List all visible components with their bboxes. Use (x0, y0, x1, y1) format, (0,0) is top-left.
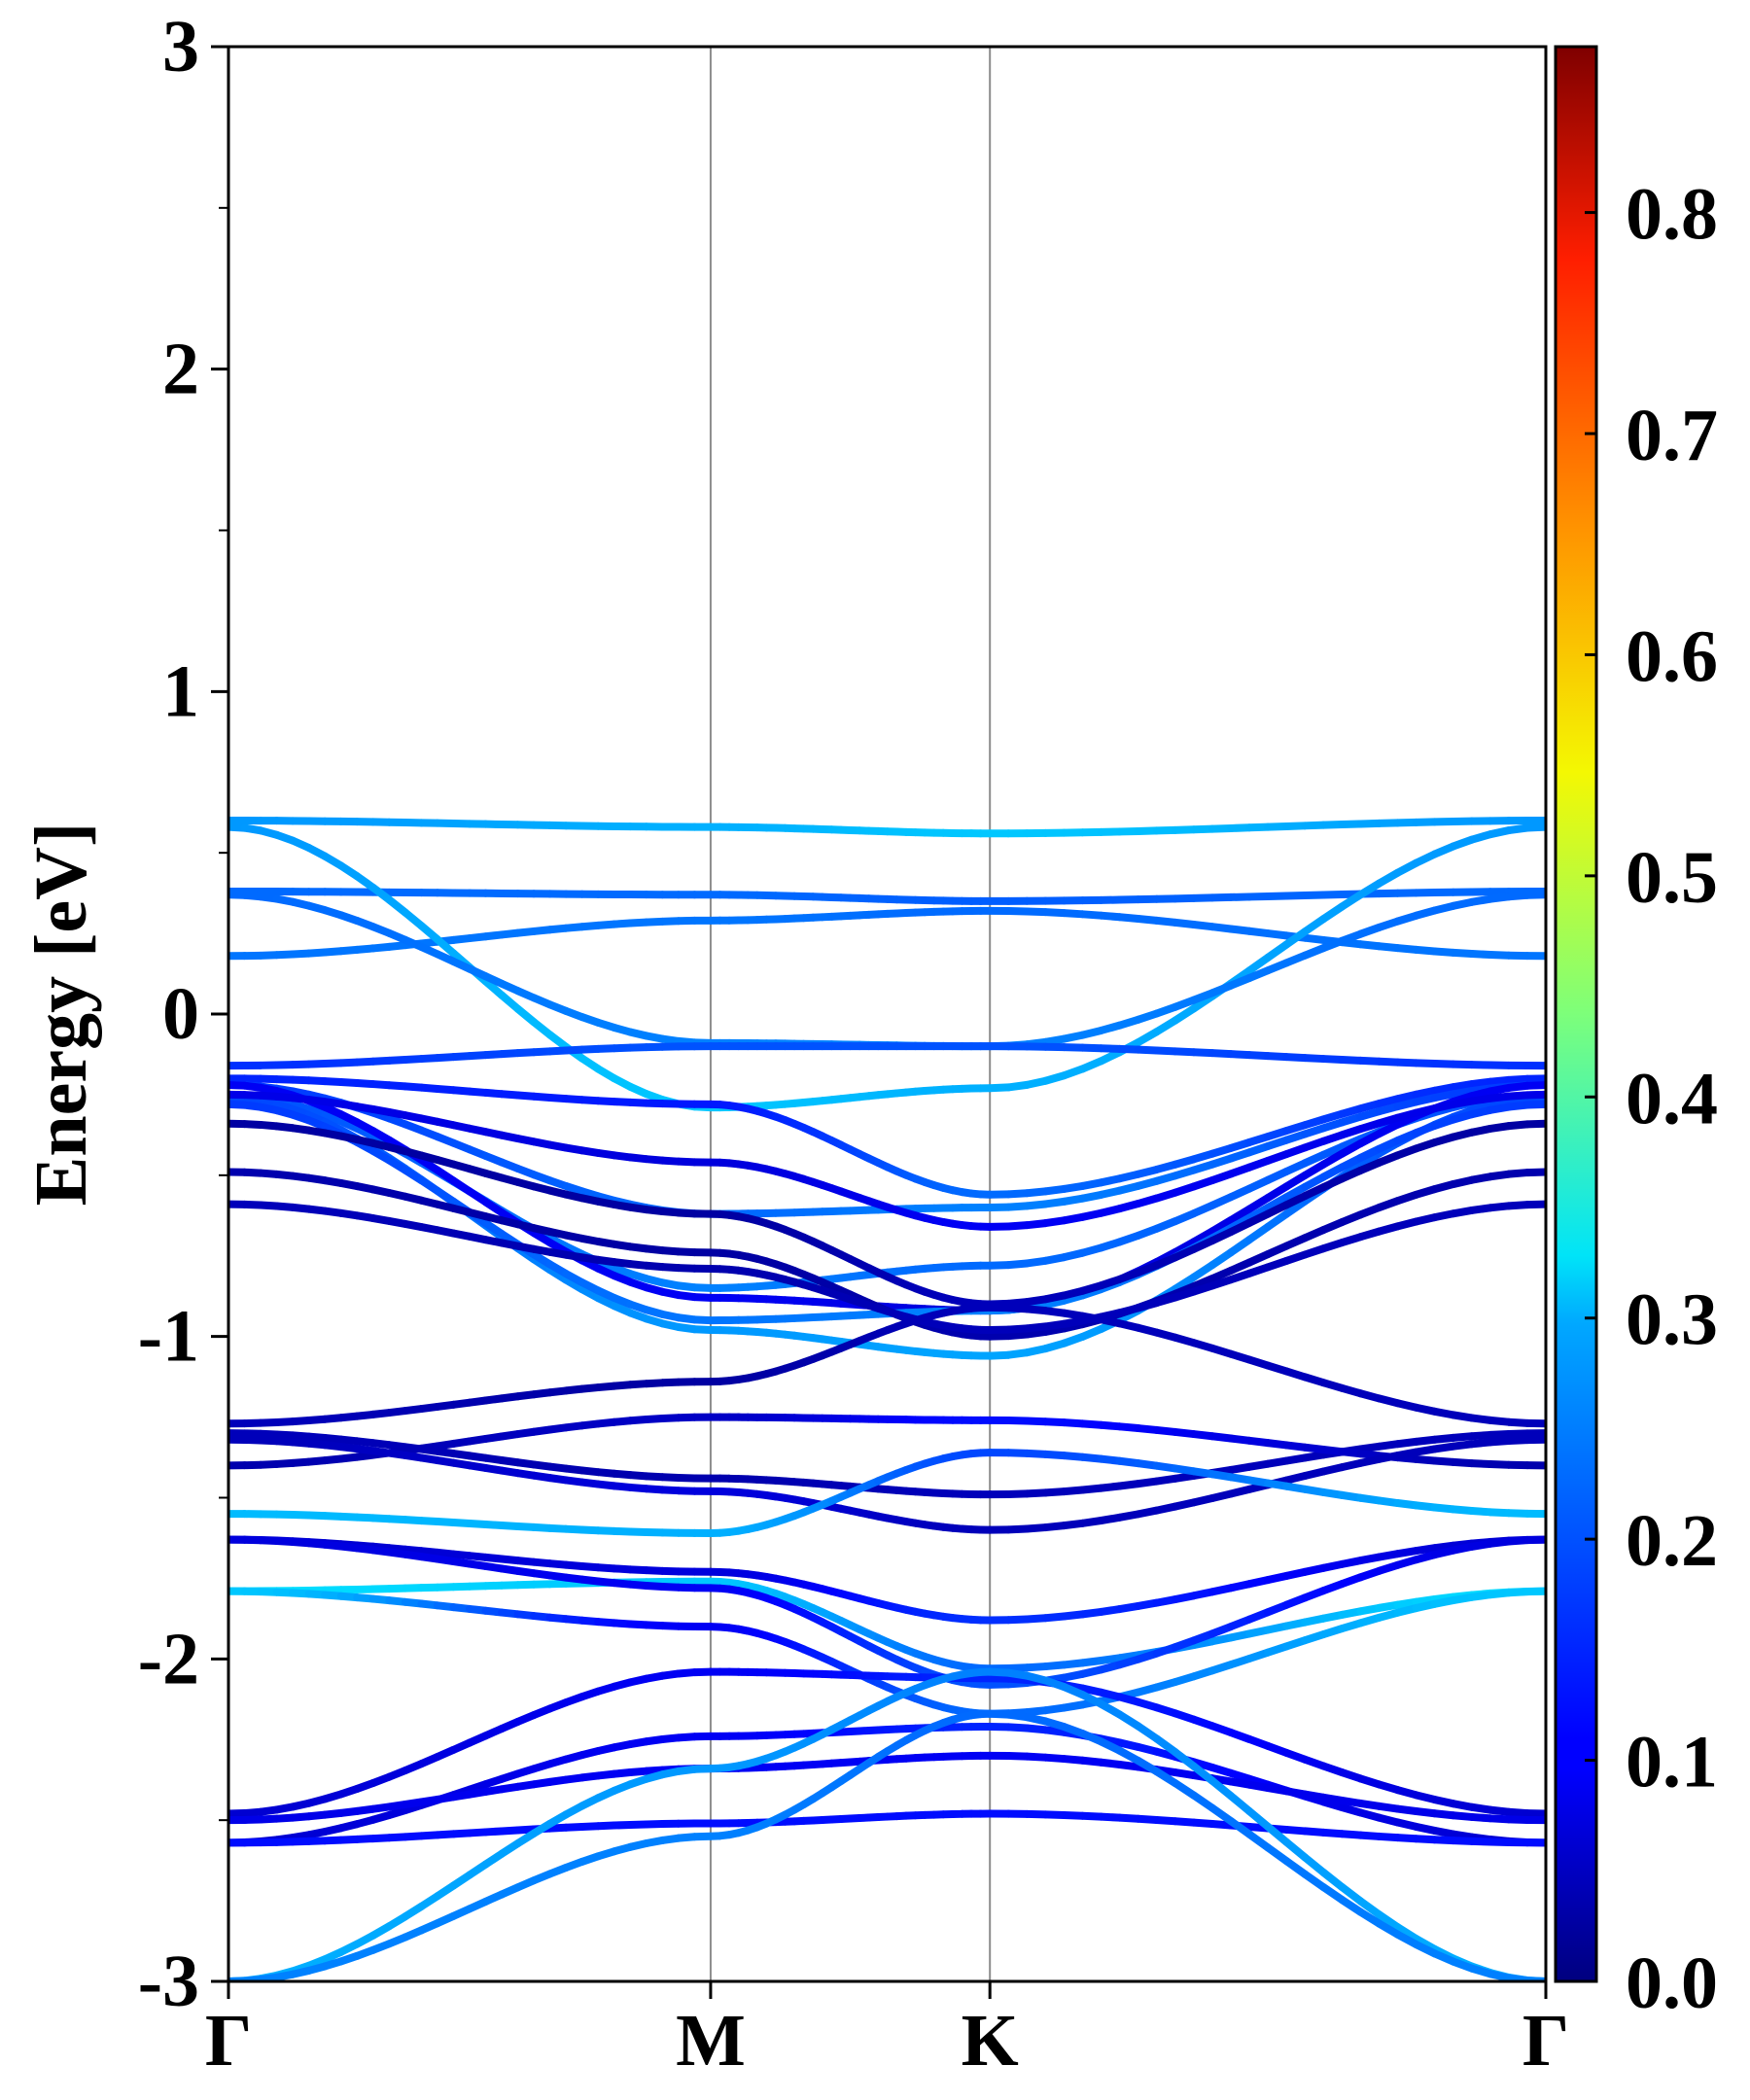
y-tick-label: -3 (138, 1941, 199, 2022)
band (228, 1303, 1546, 1428)
colorbar-tick-label: 0.5 (1626, 837, 1718, 919)
y-tick-label: 3 (162, 6, 199, 88)
y-tick-label: -2 (138, 1618, 199, 1699)
band (228, 1535, 1546, 1689)
y-tick-label: 2 (162, 329, 199, 410)
band-segment (1319, 1868, 1347, 1891)
band-segment (1189, 1762, 1216, 1785)
x-tick-label: Γ (205, 2000, 252, 2082)
band-segment (1226, 1792, 1254, 1815)
band (228, 1074, 1546, 1199)
colorbar-tick-label: 0.8 (1626, 174, 1718, 256)
y-tick-label: 1 (162, 650, 199, 732)
colorbar: 0.0 0.1 0.2 0.3 0.4 0.5 0.6 0.7 0.8 (1554, 45, 1718, 2024)
y-tick-label: -1 (138, 1296, 199, 1378)
band-segment (1522, 1080, 1546, 1090)
x-tick-label: Γ (1522, 2000, 1569, 2082)
colorbar-tick-label: 0.6 (1626, 615, 1718, 697)
band (228, 906, 1546, 961)
x-tick-label: M (676, 2000, 746, 2082)
colorbar-tick-label: 0.2 (1626, 1500, 1718, 1582)
band (228, 1535, 1546, 1625)
colorbar-gradient (1554, 45, 1598, 1983)
band (228, 1042, 1546, 1070)
band (228, 1809, 1546, 1847)
band (228, 1090, 1546, 1231)
band-segment (1522, 1119, 1546, 1129)
x-tick-label: K (962, 2000, 1019, 2082)
band (228, 1200, 1546, 1335)
band (228, 887, 1546, 905)
band-segment (1522, 1168, 1546, 1177)
band-lines (228, 817, 1546, 1981)
y-axis-ticks: 3 2 1 0 -1 -2 -3 (138, 6, 228, 2022)
band-segment (1522, 822, 1546, 832)
band-segment (1522, 1100, 1546, 1109)
band-segment (1264, 1822, 1291, 1846)
band-segment (1208, 1776, 1235, 1801)
y-axis-title: Energy [eV] (20, 822, 102, 1207)
band-segment (1245, 1806, 1273, 1831)
y-tick-label: 0 (162, 973, 199, 1055)
band-segment (1282, 1838, 1310, 1862)
band (228, 1449, 1546, 1537)
band-segment (1522, 891, 1546, 899)
band (228, 1119, 1546, 1309)
colorbar-tick-label: 0.1 (1626, 1722, 1718, 1803)
colorbar-tick-label: 0.3 (1626, 1279, 1718, 1361)
colorbar-ticks: 0.0 0.1 0.2 0.3 0.4 0.5 0.6 0.7 0.8 (1585, 174, 1718, 2024)
band (228, 1435, 1546, 1534)
band (228, 1413, 1546, 1470)
colorbar-tick-label: 0.7 (1626, 395, 1718, 476)
plot-area: 3 2 1 0 -1 -2 -3 Γ M K Γ (138, 6, 1569, 2082)
band-segment (1301, 1853, 1328, 1876)
band (228, 817, 1546, 838)
band (228, 1709, 1546, 1981)
high-symmetry-lines (709, 47, 992, 1981)
colorbar-tick-label: 0.4 (1626, 1058, 1718, 1139)
band (228, 1667, 1546, 1818)
colorbar-tick-label: 0.0 (1626, 1942, 1718, 2024)
